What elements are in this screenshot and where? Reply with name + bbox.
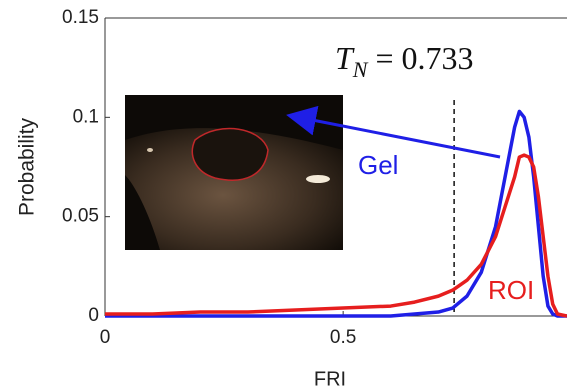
y-tick-label: 0.15 [62, 7, 99, 28]
x-tick-label: 0 [100, 327, 111, 348]
threshold-subscript: N [352, 57, 369, 82]
series-label: Gel [358, 150, 398, 180]
y-tick-label: 0.1 [73, 106, 99, 127]
chart: 0 0.05 0.1 0.15 0 0.5 TN= 0.733 FRI Probabili… [0, 0, 567, 391]
y-axis-label: Probability [16, 117, 39, 216]
x-axis-label: FRI [314, 368, 346, 390]
threshold-text: = 0.733 [375, 40, 473, 76]
page: {"chart_data": {"type": "line", "xlabel"… [0, 0, 567, 391]
x-tick-label: 0.5 [330, 327, 356, 348]
threshold-label: TN= 0.733 [335, 40, 474, 82]
y-tick-label: 0 [88, 305, 99, 326]
series-label: ROI [488, 275, 534, 305]
y-tick-label: 0.05 [62, 206, 99, 227]
